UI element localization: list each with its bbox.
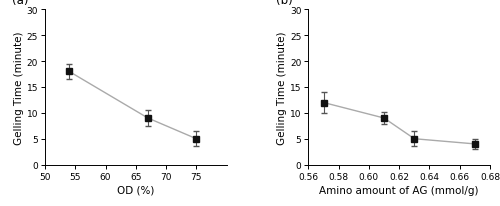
Y-axis label: Gelling Time (minute): Gelling Time (minute) xyxy=(277,31,287,144)
Text: (b): (b) xyxy=(276,0,292,7)
Y-axis label: Gelling Time (minute): Gelling Time (minute) xyxy=(14,31,24,144)
X-axis label: OD (%): OD (%) xyxy=(117,185,154,195)
Text: (a): (a) xyxy=(12,0,29,7)
X-axis label: Amino amount of AG (mmol/g): Amino amount of AG (mmol/g) xyxy=(320,185,479,195)
